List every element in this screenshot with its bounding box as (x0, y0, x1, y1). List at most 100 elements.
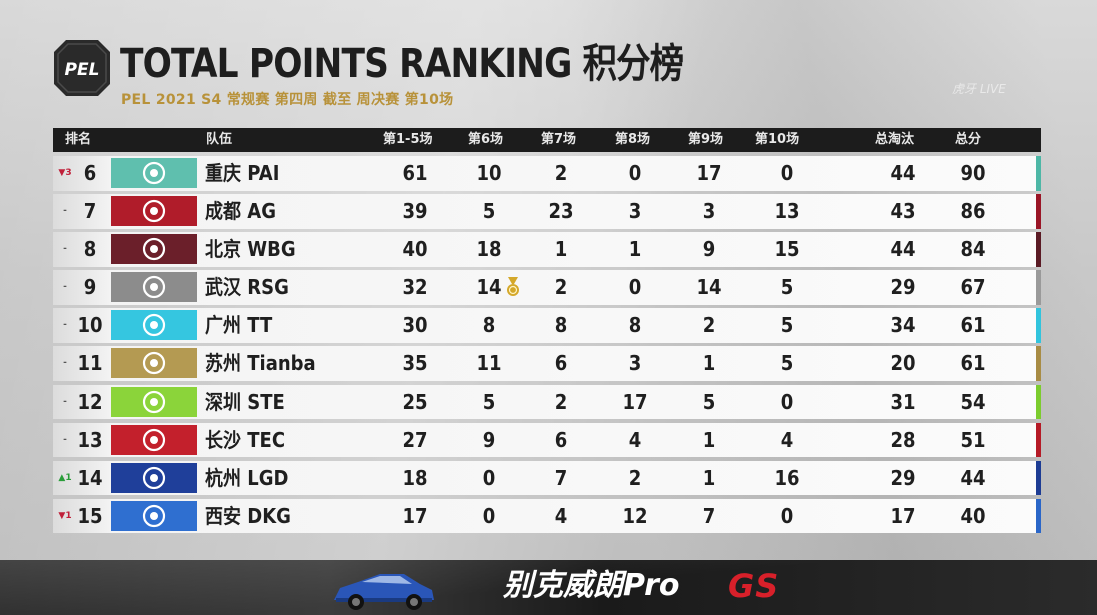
game-7-value: 8 (554, 313, 568, 338)
games-1-5-value: 39 (402, 199, 428, 224)
car-icon (334, 574, 434, 610)
table-header: 排名 队伍 第1-5场 第6场 第7场 第8场 第9场 第10场 总淘汰 总分 (53, 128, 1041, 152)
game-9-value: 9 (702, 237, 716, 262)
rank-change: ▼3 (58, 168, 72, 178)
rank-change: ▲1 (58, 472, 72, 483)
team-name: 北京 WBG (205, 237, 296, 262)
game-9-value: 1 (702, 465, 716, 490)
team-name: 成都 AG (205, 199, 276, 224)
banner-gs-brand: GS (728, 567, 780, 605)
team-logo (111, 272, 197, 303)
team-name: 杭州 LGD (205, 465, 289, 490)
total-points-value: 90 (960, 161, 986, 185)
rank-change: - (63, 206, 67, 217)
game-7-value: 2 (554, 275, 568, 300)
rank-change: - (63, 244, 67, 255)
games-1-5-value: 32 (402, 275, 428, 300)
total-points-value: 67 (960, 275, 986, 300)
rank-change: - (63, 434, 67, 445)
rank-change: - (63, 282, 67, 293)
game-6-value: 0 (482, 503, 496, 528)
game-10-value: 15 (774, 237, 800, 262)
team-logo (111, 158, 197, 188)
team-logo (111, 348, 197, 379)
game-10-value: 0 (780, 503, 794, 528)
sponsor-banner: 别克威朗Pro GS (0, 560, 1097, 615)
total-kills-value: 44 (890, 237, 916, 262)
col-game-6: 第6场 (468, 132, 504, 147)
total-points-value: 86 (960, 199, 986, 224)
total-kills-value: 29 (890, 465, 916, 490)
total-points-value: 84 (960, 237, 986, 262)
game-9-value: 14 (696, 275, 722, 300)
game-8-value: 12 (622, 503, 648, 528)
games-1-5-value: 17 (402, 503, 428, 528)
game-10-value: 0 (780, 389, 794, 414)
game-7-value: 7 (554, 465, 568, 490)
total-kills-value: 28 (890, 427, 916, 452)
game-10-value: 0 (780, 161, 794, 185)
rank-value: 8 (83, 237, 97, 262)
rank-value: 9 (83, 275, 97, 300)
rank-change: ▼1 (58, 510, 72, 521)
col-game-8: 第8场 (615, 132, 651, 147)
rank-value: 12 (77, 389, 103, 414)
col-game-10: 第10场 (755, 132, 800, 147)
game-6-value: 5 (482, 389, 496, 414)
game-6-value: 11 (476, 351, 502, 376)
game-10-value: 5 (780, 351, 794, 376)
game-9-value: 1 (702, 427, 716, 452)
team-color-stripe (1036, 384, 1041, 420)
team-color-stripe (1036, 308, 1041, 343)
team-logo (111, 234, 197, 265)
col-game-9: 第9场 (688, 132, 724, 147)
game-8-value: 0 (628, 161, 642, 185)
rank-value: 14 (77, 465, 103, 490)
games-1-5-value: 35 (402, 351, 428, 376)
ranking-table: 排名 队伍 第1-5场 第6场 第7场 第8场 第9场 第10场 总淘汰 总分 … (53, 128, 1041, 534)
game-8-value: 3 (628, 351, 642, 376)
game-7-value: 4 (554, 503, 568, 528)
games-1-5-value: 61 (402, 161, 428, 185)
game-10-value: 13 (774, 199, 800, 224)
game-7-value: 2 (554, 389, 568, 414)
team-logo (111, 386, 197, 417)
team-color-stripe (1036, 156, 1041, 191)
team-name: 长沙 TEC (205, 427, 286, 452)
table-row: ▼3 重庆 PAI 6 61 10 2 0 17 0 44 90 (53, 156, 1041, 191)
team-color-stripe (1036, 498, 1041, 534)
team-logo (111, 424, 197, 455)
total-kills-value: 17 (890, 503, 916, 528)
table-body: ▼3 重庆 PAI 6 61 10 2 0 17 0 44 90- 成都 AG 7 39 5 23 3 3 13 43… (53, 156, 1041, 534)
games-1-5-value: 30 (402, 313, 428, 338)
banner-road (0, 560, 1097, 615)
pel-logo-text: PEL (65, 60, 100, 80)
table-row: - 成都 AG 7 39 5 23 3 3 13 43 86 (53, 194, 1041, 229)
col-total-kills: 总淘汰 (875, 132, 915, 147)
col-total-points: 总分 (955, 132, 982, 147)
total-points-value: 61 (960, 313, 986, 338)
team-logo (111, 462, 197, 493)
table-row: - 长沙 TEC 13 27 9 6 4 1 4 28 51 (53, 422, 1041, 458)
game-6-value: 8 (482, 313, 496, 338)
game-9-value: 1 (702, 351, 716, 376)
game-8-value: 3 (628, 199, 642, 224)
rank-value: 10 (77, 313, 103, 338)
team-logo (111, 500, 197, 531)
total-kills-value: 34 (890, 313, 916, 338)
game-9-value: 7 (702, 503, 716, 528)
game-9-value: 5 (702, 389, 716, 414)
game-10-value: 5 (780, 275, 794, 300)
team-logo (111, 310, 197, 341)
team-color-stripe (1036, 232, 1041, 267)
game-6-value: 0 (482, 465, 496, 490)
game-8-value: 8 (628, 313, 642, 338)
table-row: ▼1 西安 DKG 15 17 0 4 12 7 0 17 40 (53, 498, 1041, 534)
games-1-5-value: 18 (402, 465, 428, 490)
game-6-value: 10 (476, 161, 502, 185)
team-logo (111, 196, 197, 227)
game-8-value: 2 (628, 465, 642, 490)
page-title: TOTAL POINTS RANKING 积分榜 (120, 41, 684, 87)
team-name: 深圳 STE (205, 389, 285, 414)
rank-value: 13 (77, 427, 103, 452)
